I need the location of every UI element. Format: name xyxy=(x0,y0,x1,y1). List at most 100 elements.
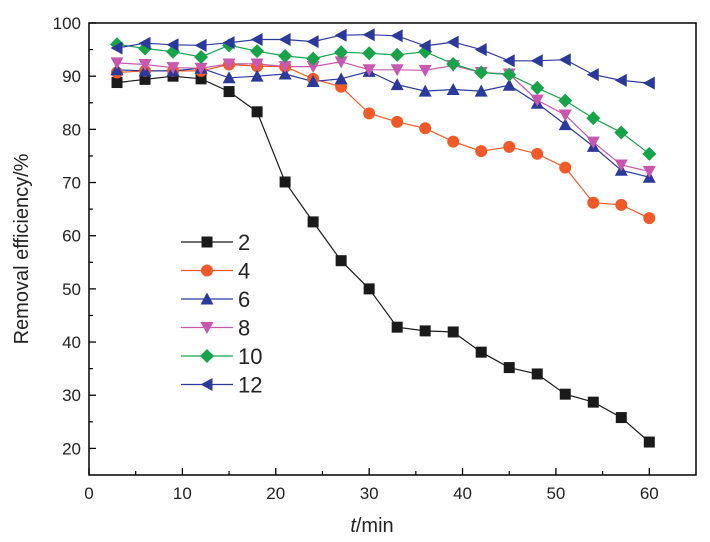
data-point-12 xyxy=(418,39,431,53)
data-point-2 xyxy=(307,216,319,228)
series-markers-8 xyxy=(110,56,656,178)
series-markers-4 xyxy=(111,58,656,225)
x-axis-label: t/min xyxy=(350,515,393,537)
data-point-10 xyxy=(642,146,657,161)
series-line-4 xyxy=(116,63,650,219)
legend-marker xyxy=(200,322,214,334)
x-tick-label: 20 xyxy=(266,484,285,503)
data-point-10 xyxy=(530,80,545,95)
data-point-12 xyxy=(614,73,627,87)
legend-item-4: 4 xyxy=(181,259,250,284)
data-point-8 xyxy=(166,62,180,75)
data-point-2 xyxy=(111,77,123,89)
data-point-12 xyxy=(558,53,571,67)
data-point-6 xyxy=(390,78,404,91)
legend-label: 4 xyxy=(238,259,250,284)
y-tick-label: 20 xyxy=(62,439,81,458)
data-point-12 xyxy=(166,38,179,52)
data-point-6 xyxy=(558,118,572,131)
legend: 2 4 6 8 10 12 xyxy=(181,230,262,398)
data-point-2 xyxy=(251,106,263,118)
data-point-12 xyxy=(390,29,403,43)
data-point-2 xyxy=(335,255,347,267)
data-point-6 xyxy=(222,71,236,84)
data-point-12 xyxy=(334,28,347,42)
data-point-2 xyxy=(223,86,235,98)
data-point-2 xyxy=(447,326,459,338)
data-point-2 xyxy=(391,321,403,333)
data-point-12 xyxy=(362,28,375,42)
data-point-6 xyxy=(306,74,320,87)
data-point-2 xyxy=(503,362,515,374)
data-point-10 xyxy=(306,51,321,66)
y-tick-label: 70 xyxy=(62,174,81,193)
data-point-10 xyxy=(614,125,629,140)
data-point-6 xyxy=(474,84,488,97)
data-point-12 xyxy=(222,36,235,50)
legend-label: 10 xyxy=(238,344,262,369)
data-point-8 xyxy=(558,109,572,122)
x-tick-label: 60 xyxy=(640,484,659,503)
data-point-10 xyxy=(446,56,461,71)
y-tick-label: 50 xyxy=(62,280,81,299)
legend-label: 12 xyxy=(238,373,262,398)
data-point-8 xyxy=(390,64,404,77)
data-point-12 xyxy=(530,54,543,68)
data-point-8 xyxy=(194,62,208,75)
legend-item-6: 6 xyxy=(181,287,250,312)
data-point-2 xyxy=(139,73,151,85)
series-line-2 xyxy=(116,75,650,443)
data-point-4 xyxy=(531,147,544,160)
data-point-2 xyxy=(615,412,627,424)
data-point-8 xyxy=(614,159,628,172)
x-tick-label: 40 xyxy=(453,484,472,503)
data-point-12 xyxy=(474,43,487,57)
legend-marker xyxy=(201,264,213,277)
y-tick-label: 40 xyxy=(62,333,81,352)
data-point-4 xyxy=(419,122,432,135)
data-point-12 xyxy=(642,76,655,90)
data-point-10 xyxy=(334,45,349,60)
data-point-10 xyxy=(278,48,293,63)
data-point-10 xyxy=(390,47,405,62)
data-point-2 xyxy=(475,346,487,358)
data-point-12 xyxy=(250,32,263,46)
x-tick-label: 10 xyxy=(173,484,192,503)
data-point-4 xyxy=(559,161,572,174)
series-markers-6 xyxy=(110,61,656,183)
data-point-10 xyxy=(362,46,377,61)
x-tick-label: 30 xyxy=(360,484,379,503)
data-point-2 xyxy=(559,388,571,400)
y-tick-label: 60 xyxy=(62,227,81,246)
axis-ticks: 0 10 20 30 40 50 60 20 30 40 50 60 70 80 90 100 xyxy=(53,14,659,503)
data-point-10 xyxy=(586,111,601,126)
data-point-8 xyxy=(278,61,292,74)
data-point-6 xyxy=(278,67,292,80)
data-point-12 xyxy=(138,36,151,50)
series-line-6 xyxy=(116,67,650,178)
data-point-6 xyxy=(502,78,516,91)
data-point-4 xyxy=(615,198,628,211)
y-axis-label: Removal efficiency/% xyxy=(11,153,33,344)
data-point-12 xyxy=(306,35,319,49)
data-point-6 xyxy=(334,72,348,85)
legend-marker xyxy=(200,349,214,363)
x-tick-label: 50 xyxy=(546,484,565,503)
series-lines xyxy=(116,34,650,443)
plot-frame xyxy=(88,22,697,476)
data-point-8 xyxy=(530,94,544,107)
data-point-8 xyxy=(250,58,264,71)
legend-item-2: 2 xyxy=(181,230,250,255)
y-tick-label: 80 xyxy=(62,120,81,139)
data-point-6 xyxy=(250,69,264,82)
legend-marker xyxy=(201,236,213,248)
data-point-8 xyxy=(334,56,348,69)
data-point-2 xyxy=(363,283,375,295)
data-point-2 xyxy=(419,325,431,337)
data-point-8 xyxy=(306,61,320,74)
data-point-4 xyxy=(447,135,460,148)
data-point-12 xyxy=(502,54,515,68)
legend-marker xyxy=(200,292,214,305)
data-point-12 xyxy=(446,35,459,49)
